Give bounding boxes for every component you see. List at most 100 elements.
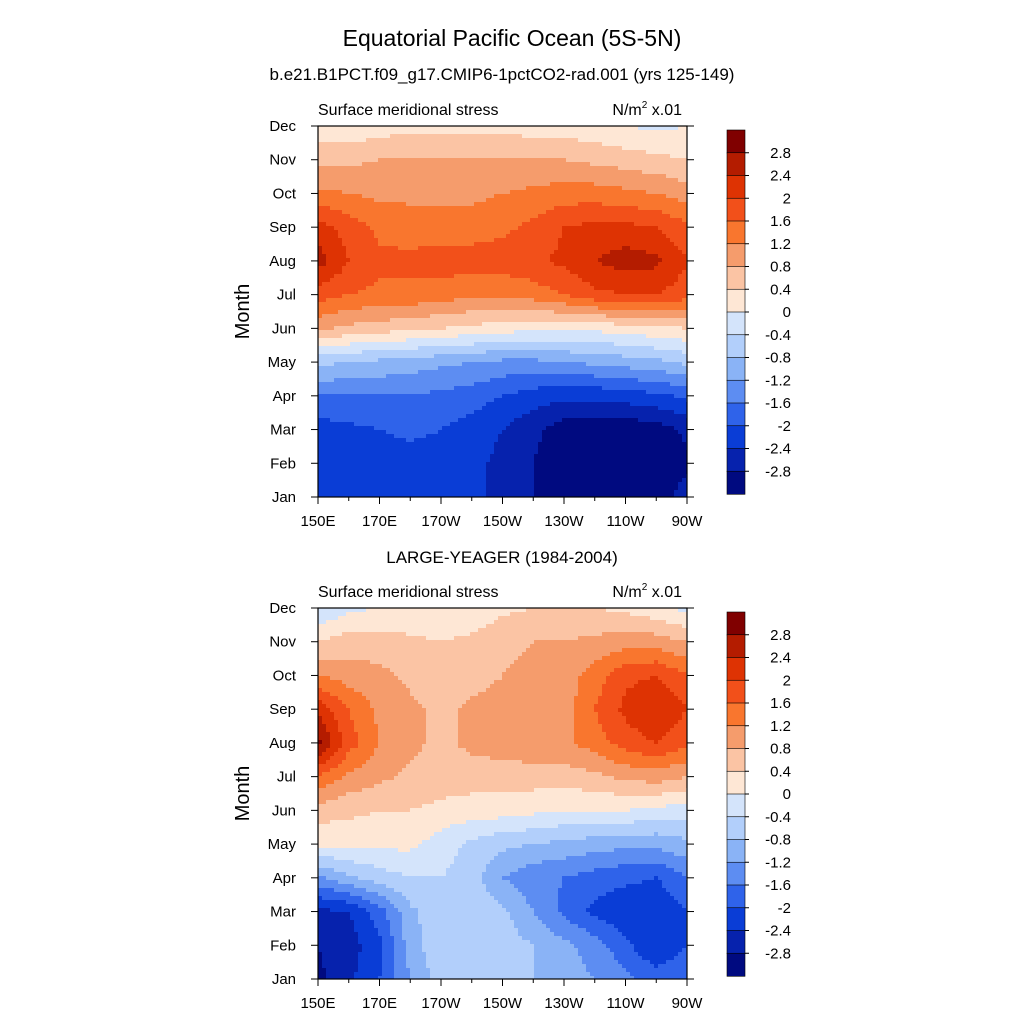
heatmap-cell (506, 282, 511, 287)
heatmap-cell (626, 230, 631, 235)
heatmap-cell (486, 126, 491, 131)
heatmap-cell (322, 210, 327, 215)
heatmap-cell (514, 266, 519, 271)
heatmap-cell (678, 230, 683, 235)
heatmap-cell (454, 274, 459, 279)
heatmap-cell (438, 286, 443, 291)
heatmap-cell (614, 202, 619, 207)
heatmap-cell (522, 330, 527, 335)
heatmap-cell (418, 126, 423, 131)
heatmap-cell (498, 210, 503, 215)
heatmap-cell (658, 154, 663, 159)
heatmap-cell (410, 214, 415, 219)
heatmap-cell (358, 206, 363, 211)
heatmap-cell (578, 246, 583, 251)
heatmap-cell (354, 290, 359, 295)
heatmap-cell (542, 130, 547, 135)
heatmap-cell (346, 266, 351, 271)
heatmap-cell (654, 226, 659, 231)
heatmap-cell (654, 254, 659, 259)
heatmap-cell (562, 214, 567, 219)
heatmap-cell (654, 330, 659, 335)
heatmap-cell (634, 270, 639, 275)
heatmap-cell (590, 154, 595, 159)
heatmap-cell (462, 298, 467, 303)
heatmap-cell (494, 154, 499, 159)
heatmap-cell (350, 246, 355, 251)
heatmap-cell (598, 262, 603, 267)
heatmap-cell (426, 202, 431, 207)
heatmap-cell (350, 270, 355, 275)
heatmap-cell (454, 282, 459, 287)
heatmap-cell (418, 294, 423, 299)
heatmap-cell (434, 150, 439, 155)
heatmap-cell (510, 270, 515, 275)
heatmap-cell (518, 250, 523, 255)
heatmap-cell (438, 330, 443, 335)
heatmap-cell (602, 178, 607, 183)
heatmap-cell (542, 318, 547, 323)
heatmap-cell (622, 326, 627, 331)
heatmap-cell (642, 254, 647, 259)
heatmap-cell (550, 314, 555, 319)
heatmap-cell (510, 182, 515, 187)
heatmap-cell (478, 234, 483, 239)
heatmap-cell (554, 186, 559, 191)
heatmap-cell (446, 138, 451, 143)
heatmap-cell (570, 194, 575, 199)
heatmap-cell (526, 178, 531, 183)
heatmap-cell (330, 318, 335, 323)
heatmap-cell (434, 290, 439, 295)
heatmap-cell (322, 254, 327, 259)
heatmap-cell (610, 202, 615, 207)
heatmap-cell (402, 234, 407, 239)
heatmap-cell (438, 314, 443, 319)
heatmap-cell (318, 222, 323, 227)
heatmap-cell (530, 230, 535, 235)
heatmap-cell (650, 302, 655, 307)
heatmap-cell (666, 126, 671, 131)
heatmap-cell (666, 158, 671, 163)
heatmap-cell (478, 226, 483, 231)
heatmap-cell (418, 182, 423, 187)
heatmap-cell (478, 306, 483, 311)
heatmap-cell (502, 254, 507, 259)
heatmap-cell (658, 150, 663, 155)
heatmap-cell (490, 130, 495, 135)
heatmap-cell (498, 290, 503, 295)
heatmap-cell (318, 282, 323, 287)
heatmap-cell (554, 126, 559, 131)
heatmap-cell (658, 142, 663, 147)
heatmap-cell (366, 322, 371, 327)
heatmap-cell (670, 286, 675, 291)
heatmap-cell (514, 330, 519, 335)
heatmap-cell (514, 234, 519, 239)
heatmap-cell (374, 298, 379, 303)
heatmap-cell (386, 154, 391, 159)
heatmap-cell (562, 162, 567, 167)
heatmap-cell (358, 218, 363, 223)
heatmap-cell (554, 298, 559, 303)
heatmap-cell (378, 162, 383, 167)
heatmap-cell (462, 262, 467, 267)
heatmap-cell (398, 338, 403, 343)
heatmap-cell (446, 130, 451, 135)
heatmap-cell (582, 194, 587, 199)
heatmap-cell (382, 274, 387, 279)
heatmap-cell (478, 334, 483, 339)
heatmap-cell (398, 230, 403, 235)
heatmap-cell (574, 258, 579, 263)
heatmap-cell (562, 330, 567, 335)
heatmap-cell (666, 282, 671, 287)
heatmap-cell (550, 150, 555, 155)
heatmap-cell (426, 266, 431, 271)
heatmap-cell (410, 150, 415, 155)
heatmap-cell (450, 254, 455, 259)
heatmap-cell (370, 146, 375, 151)
heatmap-cell (622, 330, 627, 335)
heatmap-cell (390, 250, 395, 255)
heatmap-cell (614, 214, 619, 219)
heatmap-cell (430, 270, 435, 275)
heatmap-cell (450, 310, 455, 315)
heatmap-cell (390, 222, 395, 227)
